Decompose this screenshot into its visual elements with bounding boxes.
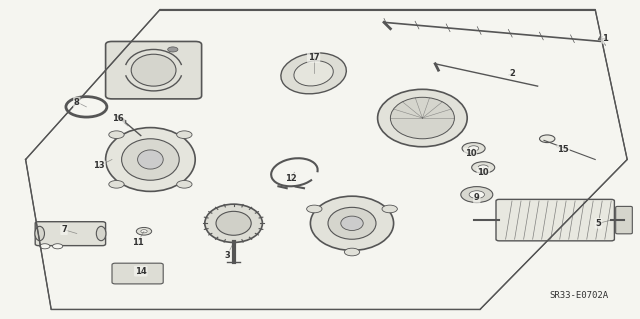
Text: 17: 17 — [308, 53, 319, 62]
Text: 15: 15 — [557, 145, 569, 154]
Circle shape — [382, 205, 397, 213]
Text: 10: 10 — [477, 168, 489, 177]
Circle shape — [540, 135, 555, 143]
Ellipse shape — [378, 89, 467, 147]
Circle shape — [469, 191, 484, 198]
FancyBboxPatch shape — [35, 222, 106, 246]
Ellipse shape — [281, 53, 346, 94]
Circle shape — [344, 248, 360, 256]
FancyBboxPatch shape — [106, 41, 202, 99]
Ellipse shape — [106, 128, 195, 191]
Text: 1: 1 — [602, 34, 608, 43]
Text: 5: 5 — [595, 219, 602, 228]
Text: 14: 14 — [135, 267, 147, 276]
Ellipse shape — [122, 139, 179, 180]
Text: 12: 12 — [285, 174, 297, 183]
Circle shape — [40, 244, 50, 249]
Circle shape — [109, 131, 124, 138]
FancyBboxPatch shape — [616, 206, 632, 234]
Circle shape — [177, 181, 192, 188]
Text: 7: 7 — [61, 225, 67, 234]
Circle shape — [462, 143, 485, 154]
Circle shape — [468, 146, 479, 151]
Text: 9: 9 — [474, 193, 479, 202]
Circle shape — [141, 230, 147, 233]
Text: 10: 10 — [465, 149, 476, 158]
Circle shape — [307, 205, 322, 213]
Ellipse shape — [328, 207, 376, 239]
Circle shape — [478, 165, 488, 170]
Text: 3: 3 — [225, 251, 230, 260]
Circle shape — [168, 47, 178, 52]
Ellipse shape — [138, 150, 163, 169]
Ellipse shape — [390, 97, 454, 139]
Ellipse shape — [97, 226, 106, 241]
Circle shape — [472, 162, 495, 173]
Ellipse shape — [131, 54, 176, 86]
FancyBboxPatch shape — [112, 263, 163, 284]
Circle shape — [461, 187, 493, 203]
Circle shape — [109, 181, 124, 188]
Text: 16: 16 — [113, 114, 124, 122]
Text: SR33-E0702A: SR33-E0702A — [549, 291, 608, 300]
Circle shape — [177, 131, 192, 138]
Ellipse shape — [35, 226, 44, 241]
Text: 2: 2 — [509, 69, 515, 78]
Text: 13: 13 — [93, 161, 105, 170]
Circle shape — [136, 227, 152, 235]
Ellipse shape — [216, 211, 251, 235]
Ellipse shape — [294, 61, 333, 86]
Circle shape — [52, 244, 63, 249]
FancyBboxPatch shape — [496, 199, 614, 241]
Text: 11: 11 — [132, 238, 143, 247]
Text: 8: 8 — [74, 98, 79, 107]
Ellipse shape — [341, 216, 364, 230]
Ellipse shape — [205, 204, 262, 242]
Ellipse shape — [310, 196, 394, 250]
